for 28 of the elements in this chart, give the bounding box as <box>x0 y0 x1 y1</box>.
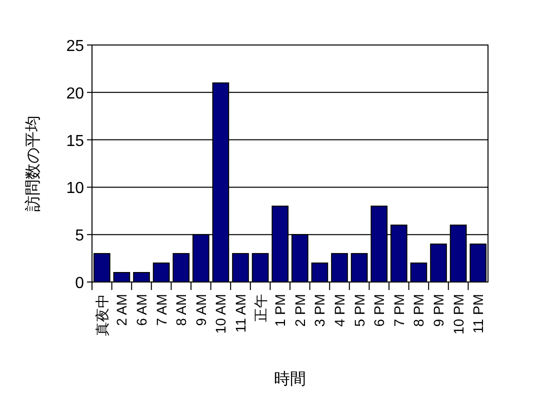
x-tick-label: 8 AM <box>173 294 190 326</box>
x-tick-label: 6 PM <box>371 294 388 327</box>
x-tick-label: 8 PM <box>410 294 427 327</box>
x-tick-label: 10 AM <box>212 294 229 334</box>
x-tick-label: 3 PM <box>312 294 328 327</box>
x-tick-label: 11 PM <box>470 294 486 334</box>
y-tick-label: 5 <box>75 228 84 245</box>
x-tick-label: 7 PM <box>390 294 407 327</box>
x-tick-label: 6 AM <box>134 294 150 326</box>
x-tick-label: 5 PM <box>351 294 368 327</box>
x-tick-label: 11 AM <box>232 294 248 333</box>
y-tick-label: 25 <box>66 38 84 55</box>
y-tick-label: 15 <box>66 132 84 150</box>
y-tick-label: 0 <box>75 275 84 292</box>
y-tick-label: 20 <box>66 85 84 102</box>
x-axis-title: 時間 <box>274 370 306 388</box>
x-tick-label: 2 PM <box>292 294 308 327</box>
x-tick-label: 4 PM <box>332 294 348 327</box>
x-tick-label: 正午 <box>252 294 268 322</box>
x-tick-label: 真夜中 <box>94 294 110 336</box>
y-axis-title: 訪問数の平均 <box>24 116 42 212</box>
x-tick-label: 10 PM <box>450 294 466 334</box>
x-tick-label: 1 PM <box>272 294 288 327</box>
x-tick-label: 7 AM <box>153 294 170 326</box>
x-tick-label: 9 AM <box>192 294 209 326</box>
y-tick-label: 10 <box>66 180 84 198</box>
x-tick-label: 9 PM <box>430 294 446 327</box>
x-tick-label: 2 AM <box>114 294 130 326</box>
